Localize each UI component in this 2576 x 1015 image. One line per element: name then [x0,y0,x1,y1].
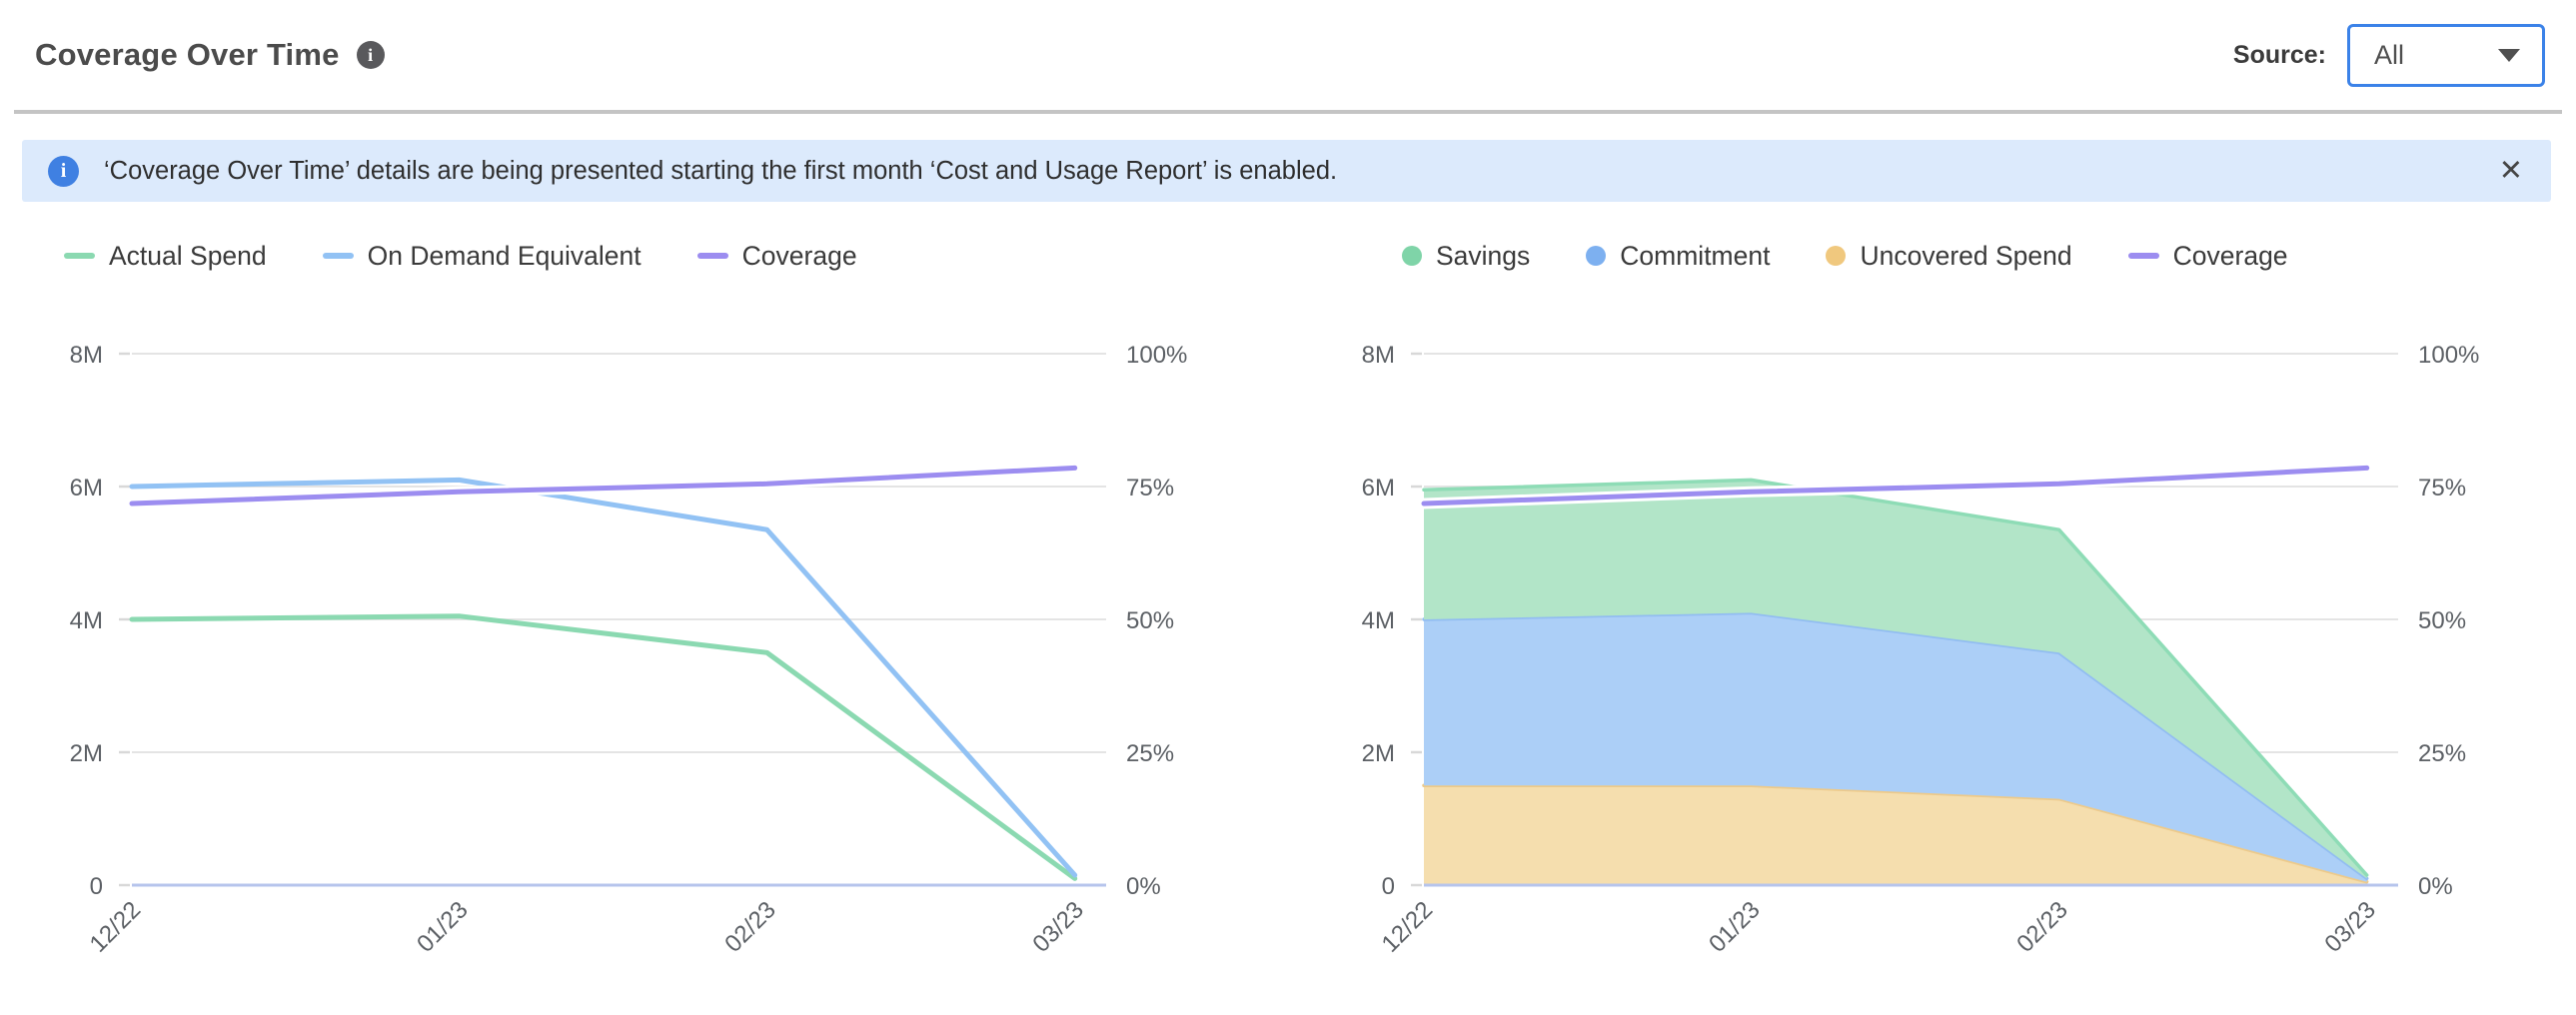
legend-label: Coverage [741,240,857,271]
legend-item-commitment[interactable]: Commitment [1586,241,1770,272]
y-axis-right-tick-label: 0% [2418,873,2453,900]
actual-spend-swatch [64,253,95,259]
savings-swatch [1402,246,1422,266]
y-axis-right-tick-label: 0% [1126,873,1161,900]
area-commitment[interactable] [1424,612,2367,882]
spend-coverage-line-chart: 0 0% 2M 25% 4M 50% 6M 75% 8M 100% 12/22 01/23 02/23 0… [70,342,1188,958]
source-label: Source: [2232,40,2326,69]
y-axis-left-tick-label: 0 [90,873,103,900]
series-actual-spend[interactable] [129,613,1078,881]
legend-item-on-demand-equivalent[interactable]: On Demand Equivalent [322,240,642,272]
y-axis-left-tick-label: 6M [1362,475,1395,502]
area-uncovered-spend[interactable] [1424,785,2367,885]
uncovered-spend-swatch [1826,246,1847,266]
banner-info-icon: i [48,155,79,187]
y-axis-left-tick-label: 6M [70,475,103,502]
coverage-swatch [2127,253,2159,259]
on-demand-equivalent-swatch [322,253,354,259]
y-axis-right-tick-label: 100% [2418,342,2479,369]
series-coverage[interactable] [129,465,1078,507]
info-banner: i ‘Coverage Over Time’ details are being… [22,140,2551,202]
source-filter: Source: All [2232,23,2545,87]
coverage-area-chart-card: Savings Commitment Uncovered Spend Coverage… [1312,236,2556,1001]
y-axis-left-tick-label: 4M [1362,607,1395,634]
x-axis-tick-label: 01/23 [1704,896,1766,958]
commitment-swatch [1586,246,1607,266]
legend-item-savings[interactable]: Savings [1402,241,1530,272]
legend-label: Actual Spend [109,240,267,271]
charts-row: Actual Spend On Demand Equivalent Coverage… [0,236,2576,1001]
banner-message: ‘Coverage Over Time’ details are being p… [104,156,1338,185]
series-coverage[interactable] [1421,465,2370,507]
y-axis-right-tick-label: 75% [1126,475,1174,502]
close-icon[interactable]: ✕ [2498,154,2523,187]
legend-label: Savings [1436,240,1531,271]
x-axis-tick-label: 02/23 [719,896,781,958]
source-select-value: All [2374,39,2405,70]
legend-label: On Demand Equivalent [367,240,642,271]
line-chart-legend: Actual Spend On Demand Equivalent Coverage [64,236,1264,276]
series-on-demand-equivalent[interactable] [129,477,1078,878]
y-axis-right-tick-label: 25% [1126,740,1174,767]
legend-item-coverage[interactable]: Coverage [696,240,857,272]
area-border-savings [1422,478,2369,877]
x-axis-tick-label: 03/23 [2319,896,2381,958]
legend-label: Coverage [2172,240,2288,271]
legend-label: Commitment [1620,240,1771,271]
y-axis-right-tick-label: 100% [1126,342,1187,369]
y-axis-right-tick-label: 25% [2418,740,2466,767]
legend-item-coverage[interactable]: Coverage [2127,240,2288,272]
y-axis-left-tick-label: 8M [70,342,103,369]
savings-commitment-area-chart: 0 0% 2M 25% 4M 50% 6M 75% 8M 100% 12/22 01/23 02/23 0… [1362,342,2480,958]
y-axis-right-tick-label: 75% [2418,475,2466,502]
spend-line-chart-card: Actual Spend On Demand Equivalent Coverage… [20,236,1264,1001]
header-divider [14,110,2562,114]
area-chart-legend: Savings Commitment Uncovered Spend Coverage [1402,236,2556,276]
x-axis-tick-label: 02/23 [2011,896,2073,958]
chevron-down-icon [2498,48,2520,62]
y-axis-left-tick-label: 4M [70,607,103,634]
area-savings[interactable] [1424,480,2367,879]
info-icon[interactable]: i [356,41,385,69]
legend-item-actual-spend[interactable]: Actual Spend [64,241,267,272]
y-axis-left-tick-label: 8M [1362,342,1395,369]
coverage-swatch [696,253,728,259]
x-axis-tick-label: 03/23 [1027,896,1089,958]
x-axis-tick-label: 01/23 [412,896,474,958]
title-wrap: Coverage Over Time i [35,37,385,73]
y-axis-left-tick-label: 0 [1382,873,1395,900]
y-axis-left-tick-label: 2M [1362,740,1395,767]
page-title: Coverage Over Time [35,37,340,72]
y-axis-left-tick-label: 2M [70,740,103,767]
x-axis-tick-label: 12/22 [85,896,147,958]
legend-item-uncovered-spend[interactable]: Uncovered Spend [1826,240,2072,272]
x-axis-tick-label: 12/22 [1377,896,1439,958]
y-axis-right-tick-label: 50% [2418,607,2466,634]
header: Coverage Over Time i Source: All [0,0,2576,110]
y-axis-right-tick-label: 50% [1126,607,1174,634]
legend-label: Uncovered Spend [1860,240,2072,271]
source-select[interactable]: All [2347,23,2545,87]
